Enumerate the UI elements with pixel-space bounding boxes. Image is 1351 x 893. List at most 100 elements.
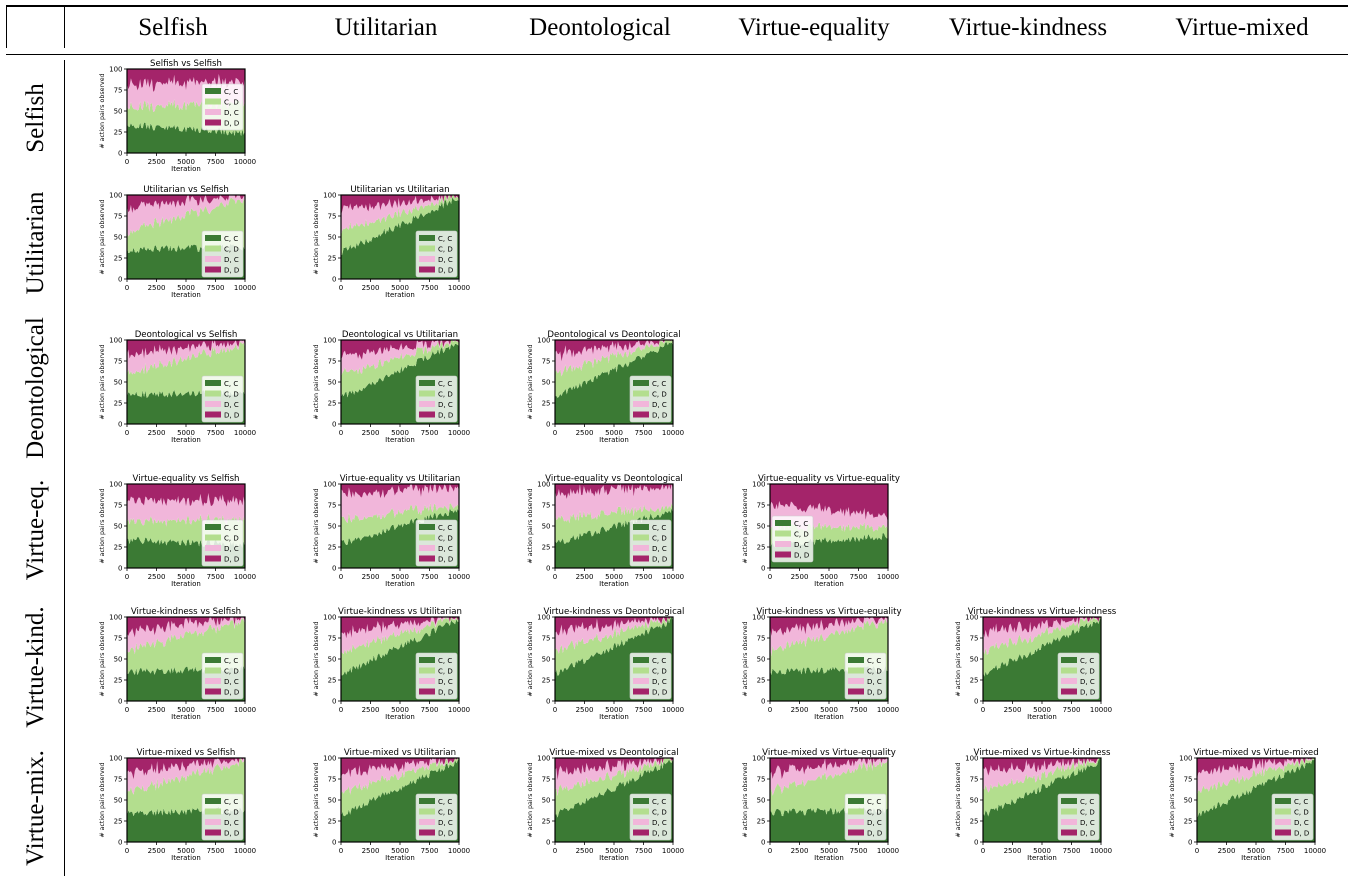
area-d-c <box>983 617 1101 655</box>
area-d-c <box>127 492 245 527</box>
chart-virtue-equality-vs-deontological: Virtue-equality vs Deontological 0 25 50 75 1… <box>527 474 684 588</box>
y-axis-label: # action pairs observed <box>313 488 320 563</box>
x-axis-label: Iteration <box>814 580 844 588</box>
y-tick-label: 100 <box>323 336 336 344</box>
legend-swatch <box>205 555 221 562</box>
legend-label: D, C <box>1294 819 1309 827</box>
legend-label: D, D <box>438 266 453 274</box>
legend-swatch <box>205 688 221 695</box>
legend-swatch <box>419 266 435 273</box>
y-tick-label: 0 <box>118 420 122 428</box>
x-tick-label: 10000 <box>1090 847 1112 855</box>
x-tick-label: 0 <box>981 847 985 855</box>
x-axis-label: Iteration <box>171 580 201 588</box>
y-tick-label: 0 <box>546 420 550 428</box>
y-tick-label: 50 <box>542 378 551 386</box>
legend: C, C C, D D, C D, D <box>201 519 244 567</box>
chart-virtue-equality-vs-utilitarian: Virtue-equality vs Utilitarian 0 25 50 75 100… <box>313 474 470 588</box>
area-d-d <box>1197 758 1315 780</box>
y-axis-label: # action pairs observed <box>99 488 106 563</box>
y-tick-label: 50 <box>114 655 123 663</box>
legend-swatch <box>419 688 435 695</box>
y-axis-label: # action pairs observed <box>742 621 749 696</box>
x-axis-label: Iteration <box>171 713 201 721</box>
legend: C, C C, D D, C D, D <box>201 793 244 841</box>
legend-swatch <box>1061 688 1077 695</box>
y-tick-label: 25 <box>328 254 337 262</box>
legend-label: D, C <box>224 401 239 409</box>
x-tick-label: 10000 <box>234 573 256 581</box>
area-c-d <box>341 758 459 817</box>
legend-label: D, C <box>652 678 667 686</box>
legend-label: D, D <box>1080 829 1095 837</box>
legend-swatch <box>1275 798 1291 804</box>
y-tick-label: 50 <box>328 233 337 241</box>
legend-label: D, C <box>652 545 667 553</box>
legend-swatch <box>633 688 649 695</box>
legend-label: C, C <box>438 524 452 532</box>
x-tick-label: 10000 <box>662 706 684 714</box>
y-tick-label: 100 <box>965 754 978 762</box>
legend-swatch <box>205 390 221 397</box>
legend-label: D, D <box>652 411 667 419</box>
x-axis-label: Iteration <box>385 580 415 588</box>
x-tick-label: 10000 <box>448 573 470 581</box>
y-tick-label: 50 <box>114 378 123 386</box>
y-tick-label: 100 <box>537 480 550 488</box>
legend-label: C, C <box>438 798 452 806</box>
x-tick-label: 7500 <box>1063 847 1081 855</box>
x-tick-label: 0 <box>553 573 557 581</box>
area-c-d <box>555 758 673 818</box>
x-tick-label: 7500 <box>207 847 225 855</box>
legend: C, C C, D D, C D, D <box>844 793 887 841</box>
y-tick-label: 25 <box>757 817 766 825</box>
legend-label: C, D <box>438 534 453 542</box>
y-tick-label: 50 <box>542 655 551 663</box>
y-axis-label: # action pairs observed <box>99 344 106 419</box>
legend-label: C, C <box>224 798 238 806</box>
legend-label: C, D <box>224 534 239 542</box>
area-c-d <box>341 617 459 676</box>
area-d-c <box>127 617 245 655</box>
chart-title: Virtue-equality vs Utilitarian <box>340 474 461 484</box>
y-axis-label: # action pairs observed <box>527 762 534 837</box>
legend-swatch <box>633 524 649 530</box>
x-tick-label: 5000 <box>177 847 195 855</box>
area-d-d <box>127 484 245 507</box>
y-tick-label: 100 <box>109 613 122 621</box>
x-tick-label: 5000 <box>820 847 838 855</box>
x-tick-label: 2500 <box>791 573 809 581</box>
legend-label: C, D <box>224 808 239 816</box>
area-d-d <box>341 340 459 360</box>
chart-utilitarian-vs-utilitarian: Utilitarian vs Utilitarian 0 25 50 75 100 0 250… <box>313 185 470 299</box>
chart-virtue-mixed-vs-utilitarian: Virtue-mixed vs Utilitarian 0 25 50 75 100 0 25… <box>313 748 470 862</box>
x-axis-label: Iteration <box>599 713 629 721</box>
x-tick-label: 2500 <box>791 847 809 855</box>
x-tick-label: 7500 <box>207 284 225 292</box>
y-tick-label: 75 <box>542 357 551 365</box>
chart-title: Utilitarian vs Utilitarian <box>350 185 449 195</box>
x-tick-label: 5000 <box>605 706 623 714</box>
y-tick-label: 25 <box>542 399 551 407</box>
area-d-d <box>983 758 1101 776</box>
legend-swatch <box>205 98 221 105</box>
legend-label: C, D <box>652 667 667 675</box>
legend-swatch <box>419 798 435 804</box>
legend-swatch <box>1275 829 1291 836</box>
y-tick-label: 100 <box>1179 754 1192 762</box>
area-d-c <box>341 195 459 236</box>
legend-swatch <box>205 266 221 273</box>
chart-title: Selfish vs Selfish <box>150 59 222 69</box>
legend-label: D, C <box>224 819 239 827</box>
legend-label: D, C <box>224 545 239 553</box>
x-tick-label: 7500 <box>421 284 439 292</box>
y-tick-label: 25 <box>542 543 551 551</box>
y-tick-label: 75 <box>114 86 123 94</box>
legend-swatch <box>205 109 221 115</box>
vertical-rule-header <box>64 7 65 48</box>
area-d-c <box>555 758 673 797</box>
x-axis-label: Iteration <box>171 854 201 862</box>
x-tick-label: 2500 <box>362 284 380 292</box>
legend: C, C C, D D, C D, D <box>415 519 458 567</box>
x-tick-label: 7500 <box>850 847 868 855</box>
